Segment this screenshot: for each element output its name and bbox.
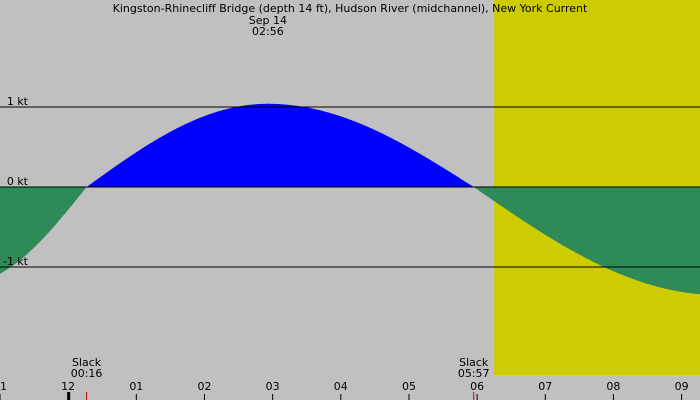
x-tick-label: 09 <box>675 380 689 393</box>
bottom-event-label: Slack <box>459 356 489 369</box>
y-axis-labels: 1 kt 0 kt -1 kt <box>3 95 29 268</box>
x-tick-label: 03 <box>266 380 280 393</box>
header-event-time: 02:56 <box>252 25 284 38</box>
bottom-event-time: 05:57 <box>458 367 490 380</box>
bottom-event-label: Slack <box>72 356 102 369</box>
x-tick-label: 04 <box>334 380 348 393</box>
level-lines <box>0 106 700 268</box>
x-tick-label: 11 <box>0 380 7 393</box>
x-tick-label: 01 <box>129 380 143 393</box>
y-tick-label: 1 kt <box>7 95 29 108</box>
flood-current-area <box>0 103 700 187</box>
y-tick-label: 0 kt <box>7 175 29 188</box>
chart-title: Kingston-Rhinecliff Bridge (depth 14 ft)… <box>113 2 588 15</box>
x-tick-label: 12 <box>61 380 75 393</box>
x-tick-label: 05 <box>402 380 416 393</box>
header-event-date: Sep 14 <box>249 14 287 27</box>
y-tick-label: -1 kt <box>3 255 29 268</box>
bottom-event-labels: Slack00:16Slack05:57Mrise10:27Slack12:28… <box>71 356 490 400</box>
bottom-event-time: 00:16 <box>71 367 103 380</box>
x-tick-label: 07 <box>538 380 552 393</box>
x-tick-label: 02 <box>197 380 211 393</box>
midnight-marker <box>67 392 71 400</box>
ebb-current-area <box>0 187 700 295</box>
x-tick-label: 08 <box>606 380 620 393</box>
x-axis: 1112010203040506070809101112010203040506… <box>0 380 689 400</box>
x-tick-label: 06 <box>470 380 484 393</box>
